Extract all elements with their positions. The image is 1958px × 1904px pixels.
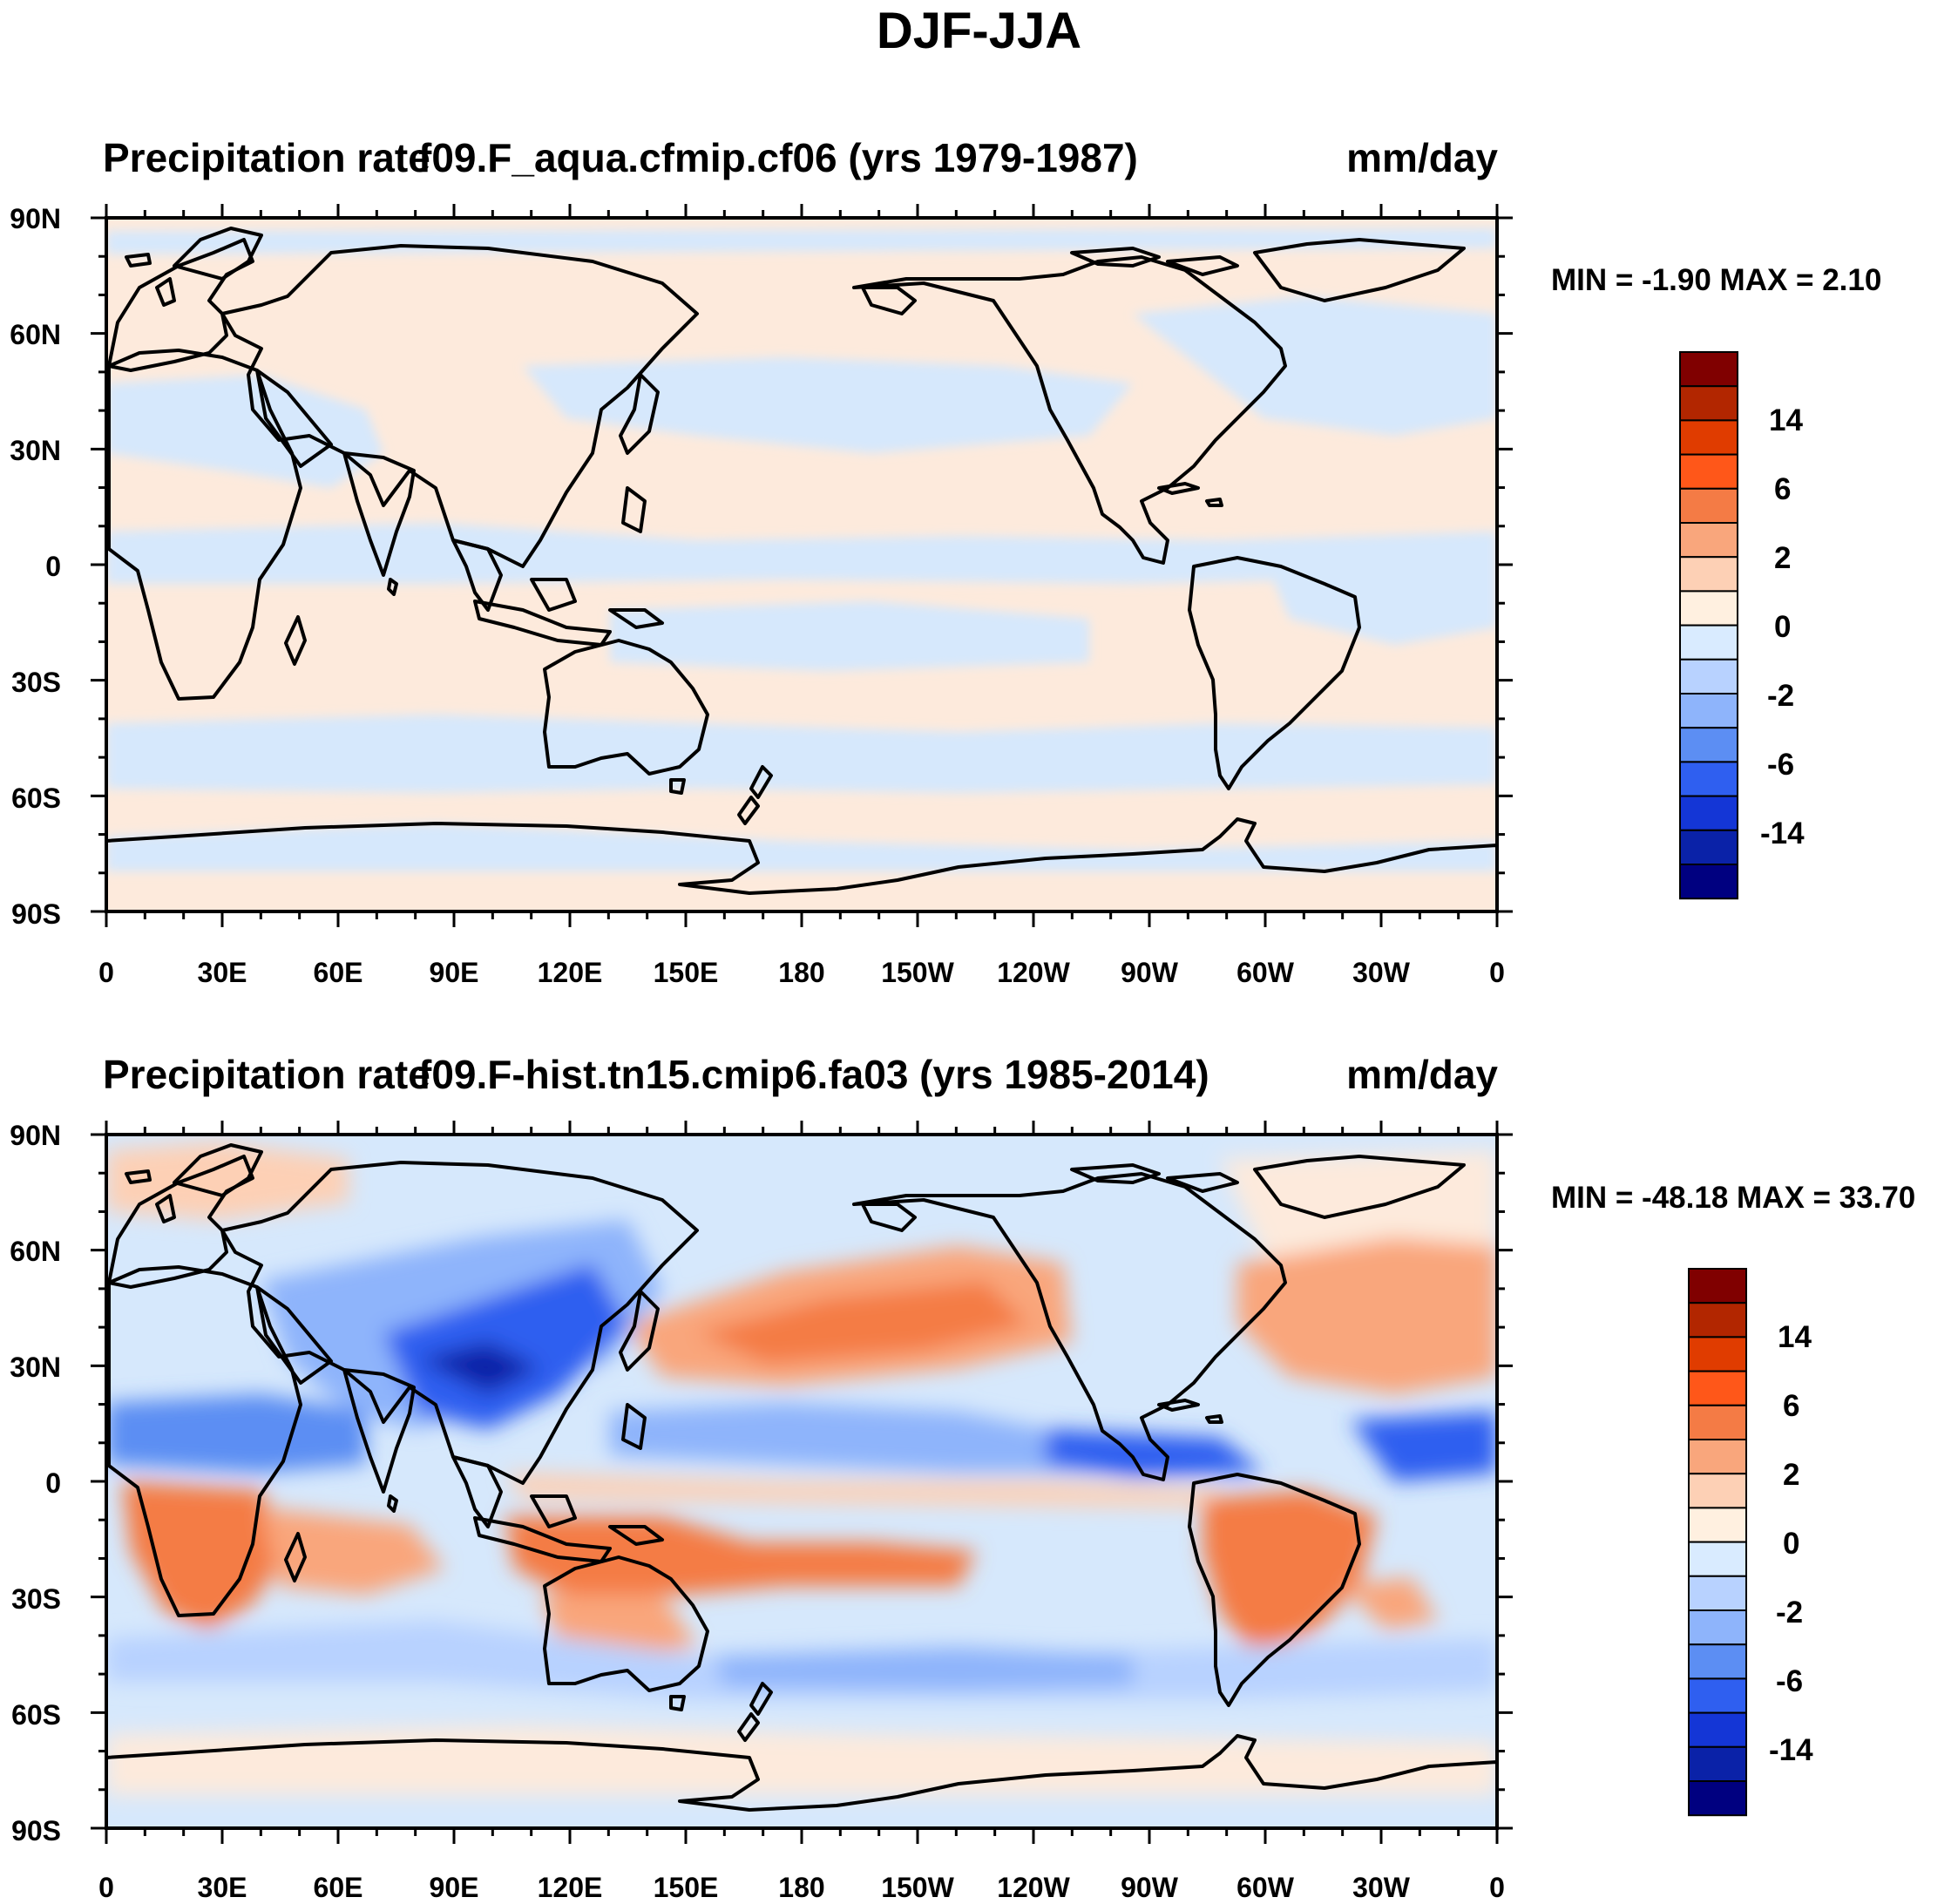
- panel1-colorbar-swatch: [1679, 829, 1738, 865]
- panel1-lat-tick: 90S: [11, 898, 61, 930]
- panel2-lat-tick: 60S: [11, 1699, 61, 1731]
- panel1-colorbar-label: 14: [1769, 403, 1803, 437]
- panel1-lon-tick: 60W: [1236, 957, 1294, 988]
- panel1-lon-tick: 180: [778, 957, 825, 988]
- panel2-colorbar-label: 6: [1783, 1389, 1800, 1423]
- panel2-lon-tick: 60E: [313, 1872, 363, 1903]
- panel2-lon-tick: 30E: [197, 1872, 247, 1903]
- panel1-colorbar-swatch: [1679, 522, 1738, 559]
- panel2-lon-tick: 180: [778, 1872, 825, 1903]
- panel1-colorbar-swatch: [1679, 658, 1738, 695]
- panel2-lat-tick: 90N: [10, 1120, 61, 1151]
- panel1-lat-tick: 60S: [11, 783, 61, 814]
- panel2-colorbar-swatch: [1688, 1609, 1747, 1646]
- panel1-min-max: MIN = -1.90 MAX = 2.10: [1551, 263, 1882, 297]
- panel1-lon-tick: 90E: [429, 957, 479, 988]
- panel1-colorbar-swatch: [1679, 693, 1738, 729]
- panel1-colorbar-swatch: [1679, 351, 1738, 388]
- panel1-lon-tick: 30E: [197, 957, 247, 988]
- panel1-colorbar-label: -2: [1767, 679, 1795, 713]
- panel1-colorbar-swatch: [1679, 624, 1738, 661]
- panel2-lon-tick: 30W: [1352, 1872, 1410, 1903]
- panel1-lat-tick: 30S: [11, 667, 61, 698]
- panel1-colorbar-label: -14: [1760, 816, 1805, 850]
- panel1-colorbar-label: 6: [1774, 472, 1792, 506]
- panel2-map: [106, 1135, 1497, 1828]
- panel2-lon-tick: 150W: [881, 1872, 954, 1903]
- panel2-lon-tick: 120W: [997, 1872, 1070, 1903]
- panel2-colorbar-swatch: [1688, 1745, 1747, 1783]
- panel1-lon-tick: 60E: [313, 957, 363, 988]
- panel2-colorbar-swatch: [1688, 1541, 1747, 1577]
- panel1-map: [106, 218, 1497, 911]
- panel1-lat-tick: 0: [45, 551, 61, 582]
- panel1-center-title: f09.F_aqua.cfmip.cf06 (yrs 1979-1987): [418, 135, 1138, 180]
- panel2-lon-tick: 0: [1489, 1872, 1505, 1903]
- panel2-colorbar-label: 0: [1783, 1527, 1800, 1561]
- panel2-lon-tick: 90W: [1121, 1872, 1178, 1903]
- panel2-lat-tick: 30S: [11, 1583, 61, 1615]
- panel2-colorbar-swatch: [1688, 1302, 1747, 1338]
- panel2-colorbar-label: -6: [1776, 1664, 1804, 1698]
- panel1-units: mm/day: [1346, 135, 1498, 180]
- panel2-left-title: Precipitation rate: [103, 1052, 430, 1097]
- panel2-colorbar-swatch: [1688, 1643, 1747, 1680]
- panel1-lon-tick: 30W: [1352, 957, 1410, 988]
- panel2-lat-tick: 60N: [10, 1236, 61, 1267]
- panel1-colorbar-swatch: [1679, 864, 1738, 900]
- panel2-lon-tick: 120E: [537, 1872, 603, 1903]
- main-title: DJF-JJA: [876, 3, 1082, 59]
- panel1-colorbar-swatch: [1679, 556, 1738, 593]
- panel1-colorbar-swatch: [1679, 487, 1738, 524]
- panel2-colorbar-label: -2: [1776, 1596, 1804, 1630]
- panel2-colorbar-label: 14: [1778, 1320, 1812, 1354]
- panel1-colorbar-swatch: [1679, 590, 1738, 627]
- panel2-colorbar-swatch: [1688, 1336, 1747, 1372]
- panel1-lon-tick: 90W: [1121, 957, 1178, 988]
- panel2-colorbar-swatch: [1688, 1439, 1747, 1475]
- panel1-left-title: Precipitation rate: [103, 135, 430, 180]
- panel1-colorbar-label: 2: [1774, 541, 1792, 575]
- panel1-lon-tick: 150W: [881, 957, 954, 988]
- panel1-colorbar-swatch: [1679, 419, 1738, 456]
- panel2-colorbar-swatch: [1688, 1507, 1747, 1543]
- panel2-lon-tick: 0: [98, 1872, 114, 1903]
- panel2-center-title: f09.F-hist.tn15.cmip6.fa03 (yrs 1985-201…: [418, 1052, 1209, 1097]
- panel1-lon-tick: 0: [1489, 957, 1505, 988]
- panel1-colorbar-label: -6: [1767, 748, 1795, 782]
- panel2-colorbar-swatch: [1688, 1677, 1747, 1714]
- panel2-lat-tick: 30N: [10, 1352, 61, 1383]
- panel2-min-max: MIN = -48.18 MAX = 33.70: [1551, 1181, 1916, 1215]
- panel2-colorbar-swatch: [1688, 1473, 1747, 1509]
- panel2-colorbar-swatch: [1688, 1268, 1747, 1304]
- panel1-lon-tick: 120E: [537, 957, 603, 988]
- panel2-colorbar-swatch: [1688, 1780, 1747, 1817]
- panel2-lat-tick: 0: [45, 1467, 61, 1499]
- panel2-colorbar-swatch: [1688, 1575, 1747, 1612]
- panel1-colorbar-swatch: [1679, 385, 1738, 422]
- panel2-colorbar-swatch: [1688, 1404, 1747, 1441]
- panel1-lat-tick: 30N: [10, 435, 61, 466]
- panel2-lon-tick: 150E: [653, 1872, 719, 1903]
- panel1-colorbar-label: 0: [1774, 610, 1792, 644]
- panel2-colorbar-swatch: [1688, 1370, 1747, 1406]
- panel2-lat-tick: 90S: [11, 1815, 61, 1846]
- panel1-lon-tick: 120W: [997, 957, 1070, 988]
- panel2-colorbar-label: 2: [1783, 1458, 1800, 1492]
- panel1-colorbar-swatch: [1679, 795, 1738, 831]
- panel2-lon-tick: 60W: [1236, 1872, 1294, 1903]
- panel1-colorbar-swatch: [1679, 761, 1738, 797]
- panel1-lon-tick: 0: [98, 957, 114, 988]
- panel2-units: mm/day: [1346, 1052, 1498, 1097]
- panel2-lon-tick: 90E: [429, 1872, 479, 1903]
- panel2-colorbar-swatch: [1688, 1711, 1747, 1748]
- panel1-lat-tick: 60N: [10, 319, 61, 350]
- panel2-colorbar-label: -14: [1769, 1733, 1813, 1767]
- panel1-lat-tick: 90N: [10, 203, 61, 234]
- panel1-lon-tick: 150E: [653, 957, 719, 988]
- panel1-colorbar-swatch: [1679, 453, 1738, 490]
- panel1-colorbar-swatch: [1679, 727, 1738, 763]
